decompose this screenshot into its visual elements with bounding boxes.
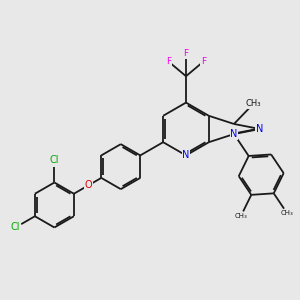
Text: Cl: Cl xyxy=(50,155,59,165)
Text: CH₃: CH₃ xyxy=(246,99,261,108)
Text: CH₃: CH₃ xyxy=(234,213,247,219)
Text: N: N xyxy=(182,150,190,161)
Text: CH₃: CH₃ xyxy=(281,210,293,216)
Text: F: F xyxy=(201,57,206,66)
Text: N: N xyxy=(230,129,238,139)
Text: N: N xyxy=(256,124,264,134)
Text: F: F xyxy=(166,57,171,66)
Text: F: F xyxy=(183,49,189,58)
Text: O: O xyxy=(85,180,92,190)
Text: Cl: Cl xyxy=(11,223,20,232)
